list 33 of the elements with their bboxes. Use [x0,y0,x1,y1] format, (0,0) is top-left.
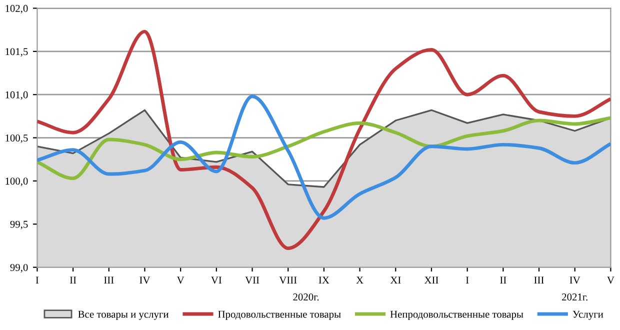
x-tick-label: XII [424,276,438,284]
x-tick-label: II [500,276,506,284]
y-tick-label: 100,5 [6,134,28,143]
line-series [37,94,611,220]
x-tick-label: II [70,276,76,284]
y-tick-label: 101,0 [6,91,28,100]
legend-label: Непродовольственные товары [390,310,524,320]
x-tick-label: IX [318,276,330,284]
x-tick-label: III [104,276,114,284]
legend-label: Все товары и услуги [78,310,169,320]
x-tick-label: V [176,276,184,284]
x-tick-label: VI [211,276,222,284]
x-tick-label: IV [140,276,150,284]
y-tick-label: 99,0 [10,264,28,273]
x-tick-label: I [36,276,39,284]
y-tick-label: 101,5 [6,48,28,57]
y-tick-label: 99,5 [10,220,28,230]
text: 2020г. [293,294,319,301]
y-tick-label: 100,0 [6,178,28,186]
x-tick-label: X [356,276,364,284]
line-series [37,30,611,250]
x-tick-label: V [607,276,614,284]
legend-label: Услуги [572,310,604,320]
x-tick-label: VIII [279,276,297,284]
x-tick-label: XI [390,276,401,284]
legend-label: Продовольственные товары [218,310,341,320]
line-series [37,116,611,180]
x-tick-label: I [466,276,469,284]
text: 2021г. [562,294,588,301]
x-tick-label: IV [570,276,580,284]
y-tick-label: 102,0 [6,4,28,14]
x-tick-label: III [534,276,544,284]
x-tick-label: VII [245,276,260,284]
